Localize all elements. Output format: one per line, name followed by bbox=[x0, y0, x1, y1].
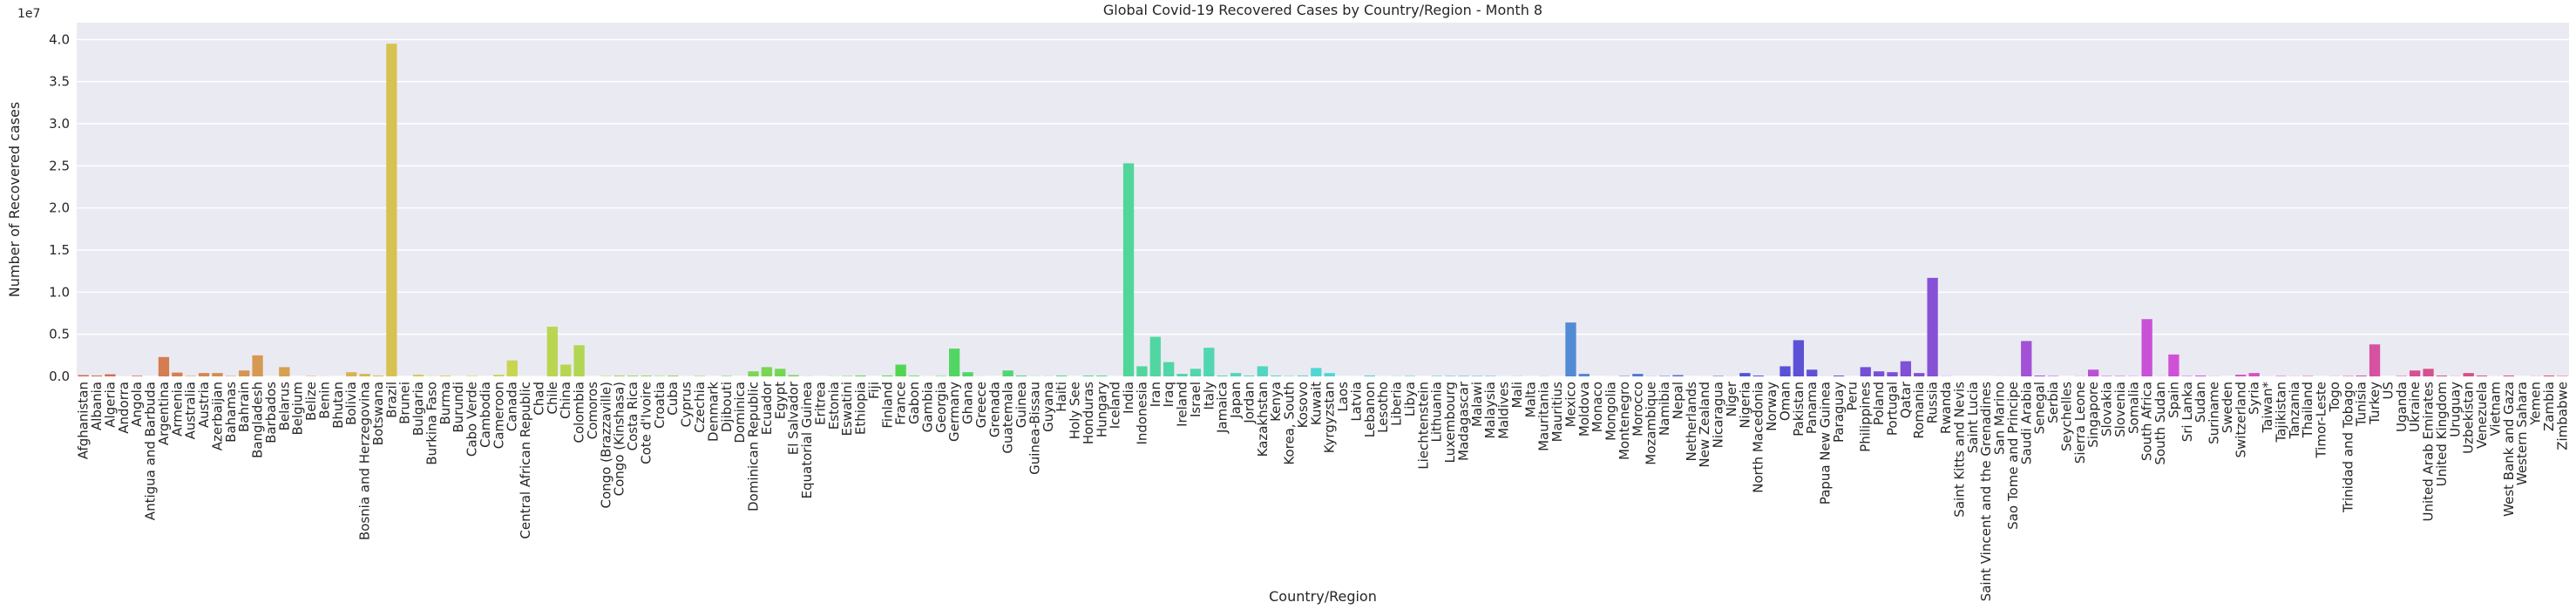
bar bbox=[1861, 367, 1871, 376]
bar bbox=[895, 364, 905, 376]
bar bbox=[1901, 362, 1911, 376]
bar bbox=[346, 372, 356, 376]
bar bbox=[1163, 362, 1174, 376]
bar bbox=[2141, 319, 2152, 376]
bar bbox=[279, 367, 289, 376]
bar bbox=[1807, 369, 1817, 376]
bar bbox=[775, 369, 785, 376]
bar bbox=[252, 355, 262, 376]
bar bbox=[1123, 163, 1134, 376]
bar bbox=[1887, 372, 1897, 376]
bar bbox=[1003, 370, 1013, 376]
bar bbox=[1779, 366, 1790, 376]
bar bbox=[2423, 369, 2433, 376]
bar bbox=[1150, 337, 1161, 376]
bar bbox=[1257, 366, 1268, 376]
y-axis-label: Number of Recovered cases bbox=[6, 102, 23, 297]
y-tick-label: 3.5 bbox=[49, 74, 70, 90]
bar bbox=[748, 371, 758, 376]
bar bbox=[1874, 371, 1884, 376]
y-tick-label: 0.5 bbox=[49, 327, 70, 342]
y-tick-label: 4.0 bbox=[49, 31, 70, 47]
bar bbox=[560, 364, 571, 376]
bar bbox=[573, 345, 584, 376]
bar bbox=[2249, 373, 2260, 376]
bar bbox=[413, 375, 424, 376]
bar bbox=[1190, 369, 1201, 376]
bar bbox=[1739, 373, 1750, 376]
y-tick-label: 2.5 bbox=[49, 158, 70, 173]
bar bbox=[2464, 373, 2474, 376]
y-tick-label: 2.0 bbox=[49, 200, 70, 216]
bar bbox=[1914, 373, 1924, 376]
bar bbox=[1230, 373, 1241, 376]
y-tick-label: 1.5 bbox=[49, 242, 70, 258]
x-tick-label: Zimbabwe bbox=[2554, 382, 2570, 450]
bar bbox=[1136, 366, 1147, 376]
bar bbox=[172, 373, 182, 376]
bar bbox=[159, 357, 169, 376]
bar bbox=[547, 327, 558, 376]
y-tick-label: 1.0 bbox=[49, 284, 70, 300]
bar bbox=[493, 375, 504, 376]
bar bbox=[949, 349, 959, 376]
bar bbox=[962, 372, 973, 376]
y-tick-label: 0.0 bbox=[49, 369, 70, 384]
bar bbox=[1311, 368, 1321, 376]
bar bbox=[2369, 344, 2380, 376]
bar bbox=[199, 373, 209, 376]
bar bbox=[507, 361, 518, 376]
bar bbox=[2235, 375, 2246, 376]
bar bbox=[239, 370, 249, 376]
plot-area bbox=[77, 23, 2569, 376]
y-tick-label: 3.0 bbox=[49, 116, 70, 132]
bar bbox=[1579, 374, 1590, 376]
bar bbox=[1325, 373, 1335, 376]
bar bbox=[762, 367, 772, 376]
bar bbox=[1176, 374, 1187, 376]
bar bbox=[359, 374, 369, 376]
bar bbox=[2088, 369, 2098, 376]
bar bbox=[2410, 370, 2420, 376]
bar bbox=[212, 373, 222, 376]
x-axis-label: Country/Region bbox=[1269, 588, 1377, 605]
bar bbox=[1203, 348, 1214, 376]
bar bbox=[1632, 374, 1643, 376]
bar bbox=[1927, 278, 1937, 376]
bar bbox=[2021, 341, 2031, 376]
bar bbox=[105, 375, 115, 376]
bar bbox=[2168, 355, 2179, 376]
bar bbox=[386, 44, 397, 376]
y-offset: 1e7 bbox=[17, 7, 40, 21]
bar bbox=[1565, 322, 1576, 376]
bar bbox=[1793, 340, 1804, 376]
chart-title: Global Covid-19 Recovered Cases by Count… bbox=[1103, 2, 1542, 18]
